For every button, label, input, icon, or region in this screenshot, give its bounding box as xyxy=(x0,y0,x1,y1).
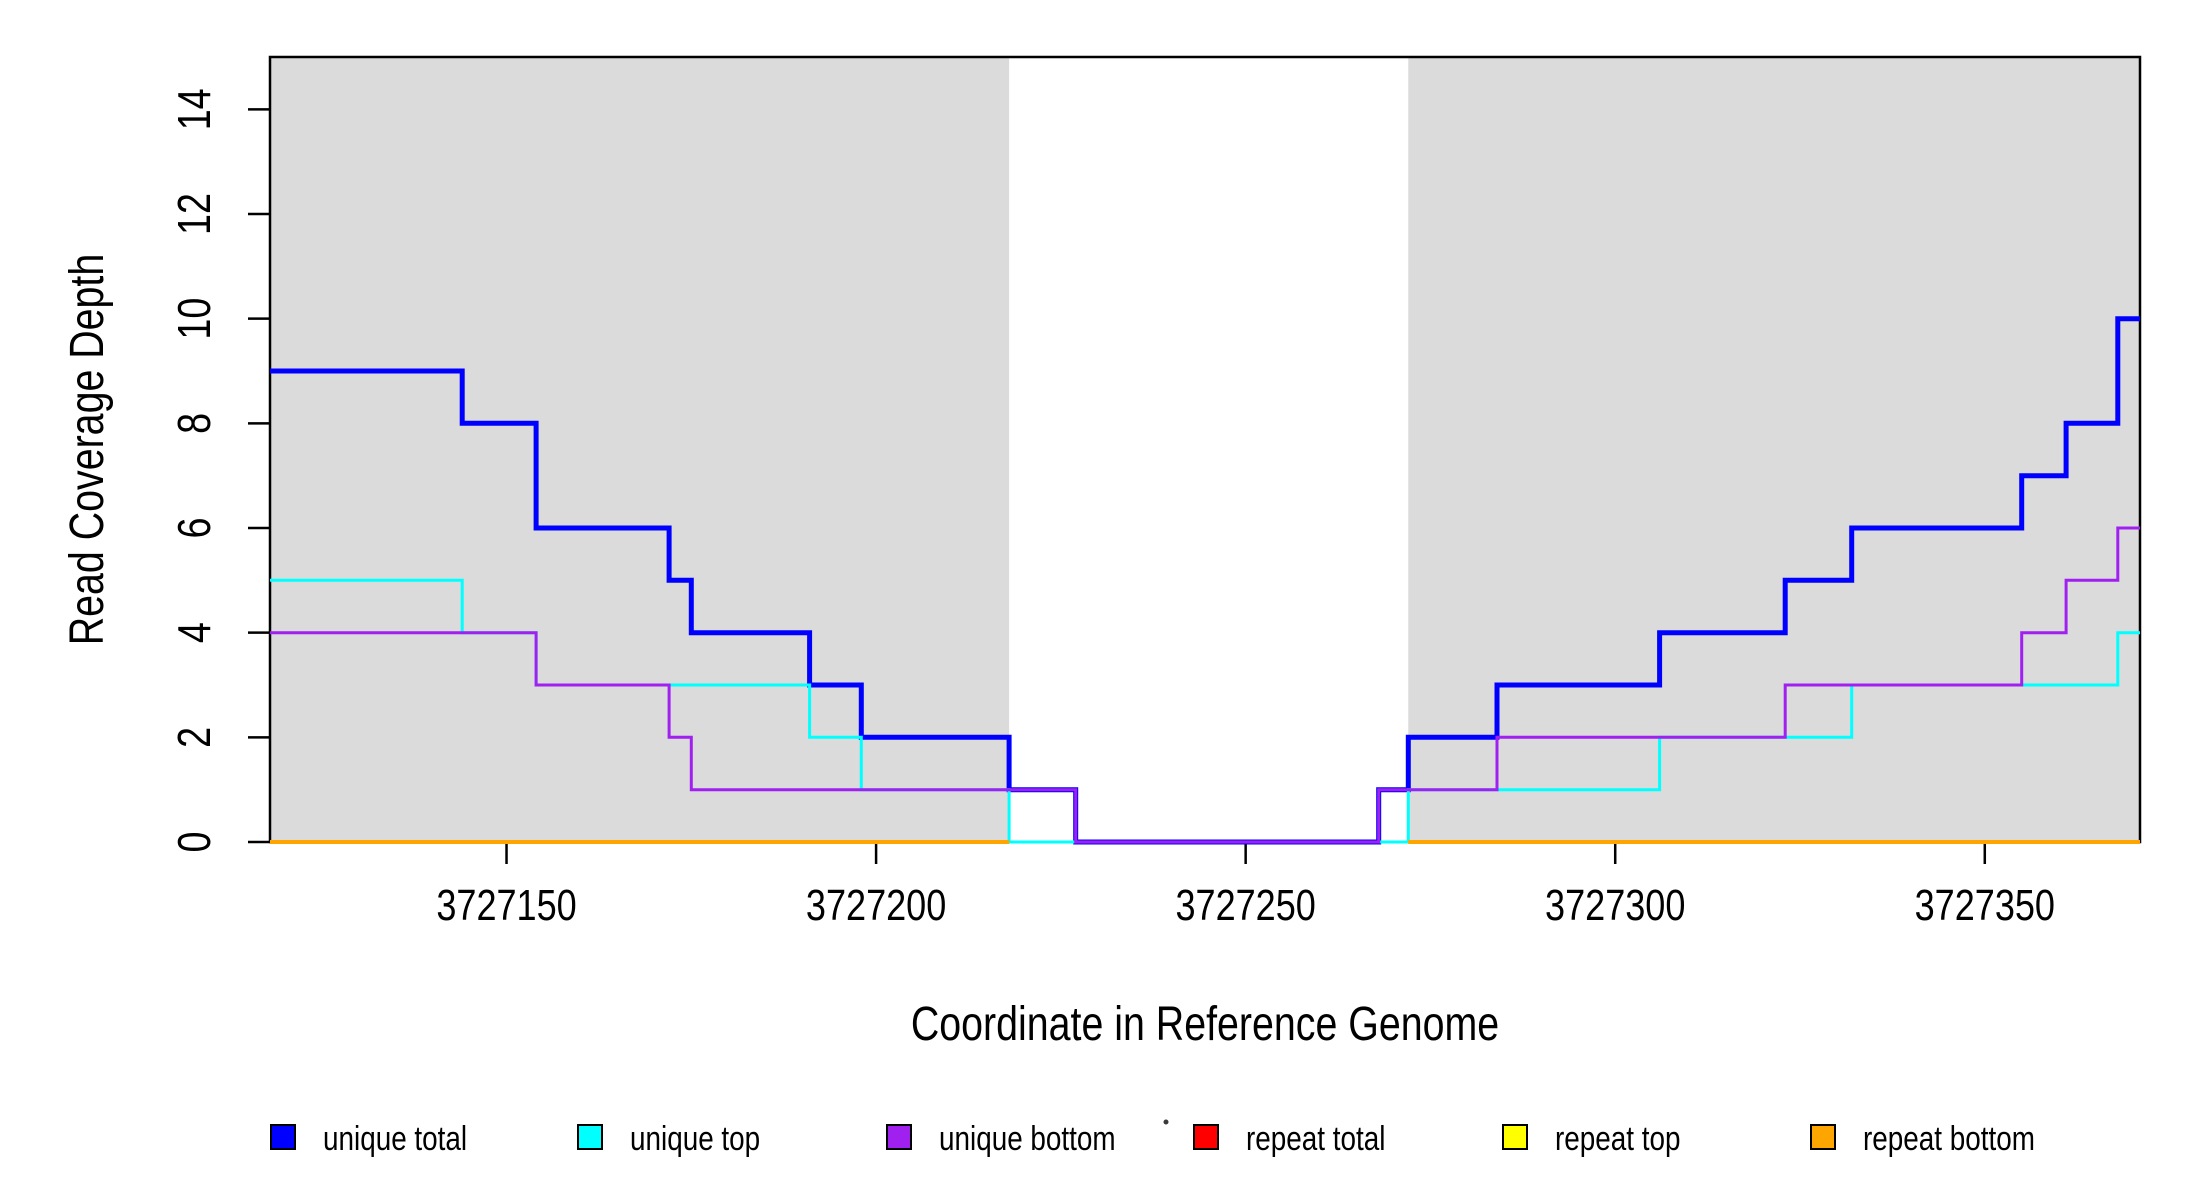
legend-label-unique-bottom: unique bottom xyxy=(939,1119,1116,1157)
y-axis-tick-label: 4 xyxy=(168,622,219,643)
legend-label-repeat-total: repeat total xyxy=(1246,1119,1385,1157)
shaded-region-left-flank xyxy=(270,58,1010,841)
legend-label-repeat-top: repeat top xyxy=(1555,1119,1681,1157)
y-axis-tick-label: 10 xyxy=(168,298,219,340)
y-axis-tick-label: 8 xyxy=(168,413,219,434)
y-axis-tick-label: 0 xyxy=(168,832,219,853)
legend-label-unique-top: unique top xyxy=(630,1119,760,1157)
legend-swatch-unique-bottom xyxy=(886,1124,912,1150)
legend-label-repeat-bottom: repeat bottom xyxy=(1863,1119,2035,1157)
legend-label-unique-total: unique total xyxy=(323,1119,467,1157)
x-axis-title: Coordinate in Reference Genome xyxy=(911,997,1499,1051)
y-axis-tick-label: 14 xyxy=(168,88,219,130)
series-line-unique-bottom xyxy=(270,526,2140,844)
y-axis-tick-label: 6 xyxy=(168,518,219,539)
x-axis-tick-label: 3727350 xyxy=(1915,881,2055,930)
shaded-region-right-flank xyxy=(1408,58,2140,841)
x-axis-tick-label: 3727150 xyxy=(436,881,576,930)
y-axis-tick-label: 12 xyxy=(168,193,219,235)
y-axis-tick-label: 2 xyxy=(168,727,219,748)
legend-swatch-repeat-top xyxy=(1502,1124,1528,1150)
legend-swatch-repeat-bottom xyxy=(1810,1124,1836,1150)
x-axis-tick-label: 3727250 xyxy=(1175,881,1315,930)
legend-swatch-unique-total xyxy=(270,1124,296,1150)
stray-dot-artifact xyxy=(1163,1119,1169,1125)
x-axis-tick-label: 3727200 xyxy=(806,881,946,930)
y-axis-title: Read Coverage Depth xyxy=(60,254,114,646)
legend-swatch-repeat-total xyxy=(1193,1124,1219,1150)
x-axis-tick-label: 3727300 xyxy=(1545,881,1685,930)
legend-swatch-unique-top xyxy=(577,1124,603,1150)
